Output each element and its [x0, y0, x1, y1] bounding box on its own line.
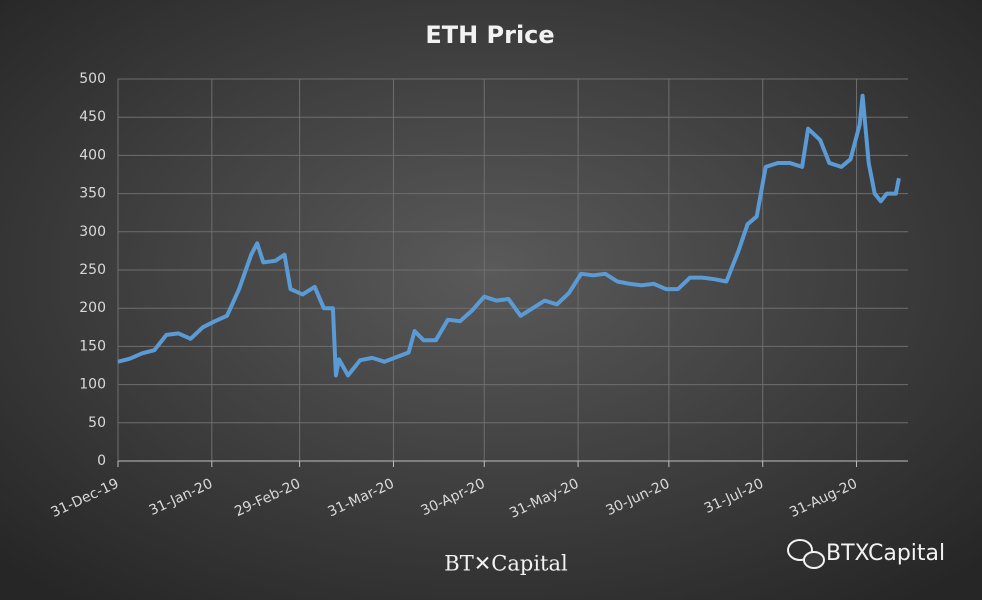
- y-tick-label: 0: [97, 453, 106, 469]
- y-tick-label: 250: [79, 262, 106, 278]
- watermark: BTXCapital: [826, 541, 945, 566]
- y-tick-label: 300: [79, 224, 106, 240]
- y-tick-label: 100: [79, 377, 106, 393]
- chart-title: ETH Price: [425, 21, 554, 49]
- y-tick-label: 200: [79, 300, 106, 316]
- logo: BT✕Capital: [444, 552, 568, 576]
- y-tick-label: 450: [79, 109, 106, 125]
- y-tick-label: 350: [79, 186, 106, 202]
- y-tick-label: 400: [79, 147, 106, 163]
- y-tick-label: 150: [79, 338, 106, 354]
- wechat-icon: [787, 539, 825, 569]
- y-tick-label: 50: [88, 415, 106, 431]
- y-tick-label: 500: [79, 71, 106, 87]
- price-line: [117, 93, 901, 378]
